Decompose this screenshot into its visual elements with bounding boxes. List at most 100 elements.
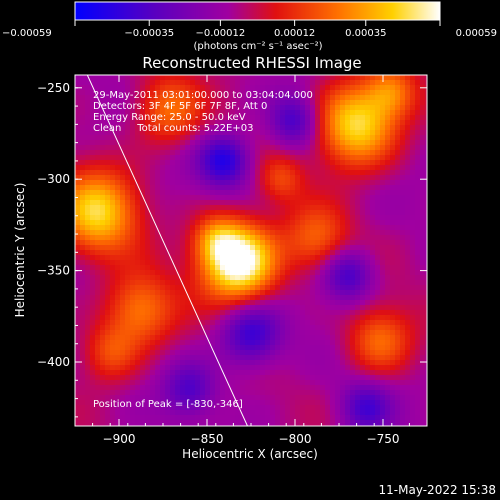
heatmap-cell xyxy=(100,385,106,391)
heatmap-cell xyxy=(265,370,271,376)
heatmap-cell xyxy=(260,250,266,256)
heatmap-cell xyxy=(305,195,311,201)
heatmap-cell xyxy=(325,370,331,376)
heatmap-cell xyxy=(150,270,156,276)
heatmap-cell xyxy=(145,300,151,306)
heatmap-cell xyxy=(190,215,196,221)
heatmap-cell xyxy=(340,140,346,146)
heatmap-cell xyxy=(90,290,96,296)
heatmap-cell xyxy=(185,280,191,286)
heatmap-cell xyxy=(305,125,311,131)
heatmap-cell xyxy=(280,145,286,151)
heatmap-cell xyxy=(175,355,181,361)
heatmap-cell xyxy=(135,205,141,211)
heatmap-cell xyxy=(410,235,416,241)
heatmap-cell xyxy=(105,140,111,146)
heatmap-cell xyxy=(290,255,296,261)
heatmap-cell xyxy=(345,115,351,121)
heatmap-cell xyxy=(150,100,156,106)
heatmap-cell xyxy=(220,185,226,191)
heatmap-cell xyxy=(290,225,296,231)
heatmap-cell xyxy=(130,90,136,96)
heatmap-cell xyxy=(275,120,281,126)
heatmap-cell xyxy=(305,200,311,206)
heatmap-cell xyxy=(175,140,181,146)
heatmap-cell xyxy=(85,335,91,341)
heatmap-cell xyxy=(150,125,156,131)
heatmap-cell xyxy=(100,170,106,176)
heatmap-cell xyxy=(140,360,146,366)
heatmap-cell xyxy=(265,300,271,306)
heatmap-cell xyxy=(140,120,146,126)
heatmap-cell xyxy=(210,85,216,91)
heatmap-cell xyxy=(120,345,126,351)
heatmap-cell xyxy=(180,210,186,216)
heatmap-cell xyxy=(415,325,421,331)
heatmap-cell xyxy=(115,340,121,346)
heatmap-cell xyxy=(250,395,256,401)
heatmap-cell xyxy=(380,85,386,91)
heatmap-cell xyxy=(240,120,246,126)
heatmap-cell xyxy=(140,200,146,206)
heatmap-cell xyxy=(405,95,411,101)
heatmap-cell xyxy=(390,285,396,291)
heatmap-cell xyxy=(265,335,271,341)
heatmap-cell xyxy=(285,160,291,166)
heatmap-cell xyxy=(260,190,266,196)
heatmap-cell xyxy=(215,120,221,126)
heatmap-cell xyxy=(280,200,286,206)
heatmap-cell xyxy=(245,365,251,371)
heatmap-cell xyxy=(155,300,161,306)
heatmap-cell xyxy=(370,80,376,86)
heatmap-cell xyxy=(135,350,141,356)
heatmap-cell xyxy=(130,280,136,286)
heatmap-cell xyxy=(155,155,161,161)
heatmap-cell xyxy=(165,295,171,301)
heatmap-cell xyxy=(325,385,331,391)
heatmap-cell xyxy=(115,295,121,301)
heatmap-cell xyxy=(150,80,156,86)
heatmap-cell xyxy=(305,260,311,266)
heatmap-cell xyxy=(100,255,106,261)
heatmap-cell xyxy=(85,190,91,196)
heatmap-cell xyxy=(350,385,356,391)
heatmap-cell xyxy=(210,160,216,166)
heatmap-cell xyxy=(300,350,306,356)
heatmap-cell xyxy=(105,395,111,401)
heatmap-cell xyxy=(235,300,241,306)
heatmap-cell xyxy=(140,380,146,386)
heatmap-cell xyxy=(130,190,136,196)
heatmap-cell xyxy=(415,250,421,256)
heatmap-cell xyxy=(155,205,161,211)
heatmap-cell xyxy=(120,85,126,91)
heatmap-cell xyxy=(215,405,221,411)
heatmap-cell xyxy=(280,155,286,161)
heatmap-cell xyxy=(140,155,146,161)
heatmap-cell xyxy=(260,395,266,401)
heatmap-cell xyxy=(375,410,381,416)
heatmap-cell xyxy=(95,100,101,106)
heatmap-cell xyxy=(345,340,351,346)
heatmap-cell xyxy=(170,85,176,91)
heatmap-cell xyxy=(250,330,256,336)
heatmap-cell xyxy=(350,205,356,211)
heatmap-cell xyxy=(255,325,261,331)
heatmap-cell xyxy=(330,190,336,196)
heatmap-cell xyxy=(115,155,121,161)
heatmap-cell xyxy=(200,290,206,296)
heatmap-cell xyxy=(135,235,141,241)
heatmap-cell xyxy=(185,205,191,211)
heatmap-cell xyxy=(150,250,156,256)
heatmap-cell xyxy=(90,345,96,351)
heatmap-cell xyxy=(260,165,266,171)
heatmap-cell xyxy=(235,205,241,211)
heatmap-cell xyxy=(105,130,111,136)
heatmap-cell xyxy=(125,90,131,96)
heatmap-cell xyxy=(255,185,261,191)
heatmap-cell xyxy=(355,250,361,256)
heatmap-cell xyxy=(305,225,311,231)
heatmap-cell xyxy=(400,260,406,266)
heatmap-cell xyxy=(355,240,361,246)
heatmap-cell xyxy=(120,75,126,81)
heatmap-cell xyxy=(400,385,406,391)
